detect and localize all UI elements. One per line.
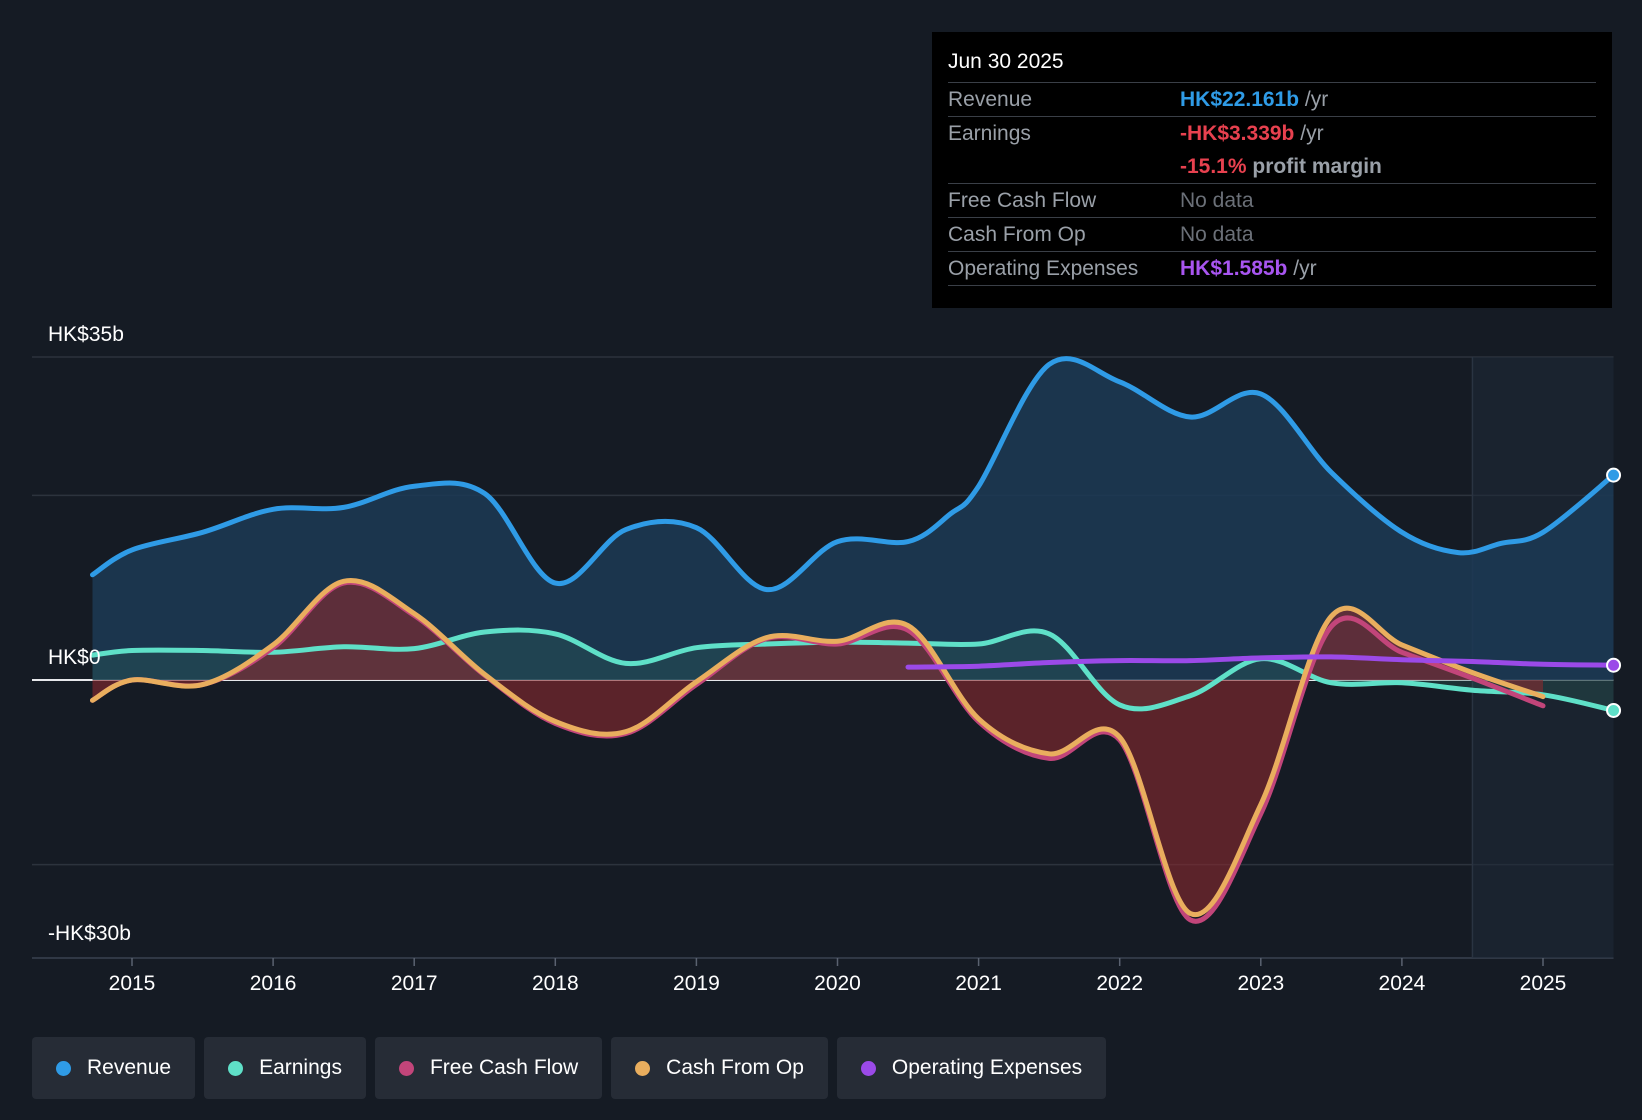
x-tick-label: 2020 (814, 972, 861, 995)
legend-item-earnings[interactable]: Earnings (204, 1037, 366, 1099)
cfo-area (92, 580, 1543, 915)
tooltip-margin-value: -15.1% (1180, 155, 1247, 178)
area-layer (92, 358, 1614, 915)
tooltip-earnings-unit: /yr (1300, 122, 1324, 145)
legend-earnings-label: Earnings (259, 1056, 342, 1079)
tooltip-margin-row: -15.1% profit margin (948, 150, 1596, 184)
tooltip-revenue-row: Revenue HK$22.161b /yr (948, 83, 1596, 116)
line-layer (90, 356, 1616, 924)
legend-item-revenue[interactable]: Revenue (32, 1037, 196, 1099)
tooltip-opex-row: Operating Expenses HK$1.585b /yr (948, 252, 1596, 286)
revenue-line (90, 356, 1616, 593)
legend-fcf-label: Free Cash Flow (429, 1056, 579, 1079)
x-tick-label: 2022 (1096, 972, 1143, 995)
tooltip-revenue-value: HK$22.161b (1180, 88, 1300, 111)
y-top-label: HK$35b (48, 323, 124, 346)
x-tick-label: 2021 (955, 972, 1002, 995)
fcf-dot-icon (398, 1060, 414, 1076)
y-bottom-label: -HK$30b (48, 922, 131, 945)
tooltip-opex-unit: /yr (1293, 257, 1317, 280)
legend-item-fcf[interactable]: Free Cash Flow (374, 1037, 603, 1099)
revenue-end-point (1606, 467, 1622, 483)
tooltip-earnings-value: -HK$3.339b (1180, 122, 1295, 145)
x-tick-label: 2016 (250, 972, 297, 995)
tooltip-earnings-label: Earnings (948, 122, 1031, 145)
tooltip-date: Jun 30 2025 (948, 46, 1596, 83)
x-tick-label: 2019 (673, 972, 720, 995)
tooltip-cfo-value: No data (1180, 223, 1254, 246)
cfo-line (90, 578, 1546, 918)
opex-line (905, 654, 1616, 670)
tooltip-fcf-label: Free Cash Flow (948, 189, 1097, 212)
tooltip-opex-label: Operating Expenses (948, 257, 1139, 280)
x-tick-label: 2017 (391, 972, 438, 995)
tooltip-opex-value: HK$1.585b (1180, 257, 1288, 280)
legend-item-opex[interactable]: Operating Expenses (836, 1037, 1107, 1099)
x-tick-label: 2025 (1520, 972, 1567, 995)
tooltip-fcf-value: No data (1180, 189, 1254, 212)
opex-dot-icon (860, 1060, 876, 1076)
dot-layer (1606, 467, 1622, 718)
x-tick-label: 2023 (1237, 972, 1284, 995)
legend-cfo-label: Cash From Op (666, 1056, 804, 1079)
legend-revenue-label: Revenue (87, 1056, 172, 1079)
x-tick-layer: 2015 2016 2017 2018 2019 2020 2021 2022 2023 2024… (109, 958, 1567, 995)
y-zero-label: HK$0 (48, 646, 101, 669)
tooltip-revenue-unit: /yr (1304, 88, 1329, 111)
tooltip-fcf-row: Free Cash Flow No data (948, 184, 1596, 218)
opex-end-point (1606, 657, 1622, 673)
tooltip-panel: Jun 30 2025 Revenue HK$22.161b /yr Earni… (932, 32, 1612, 308)
legend-item-cfo[interactable]: Cash From Op (611, 1037, 828, 1099)
revenue-dot-icon (56, 1060, 71, 1076)
x-tick-label: 2015 (109, 972, 156, 995)
earnings-dot-icon (228, 1060, 244, 1076)
cfo-dot-icon (635, 1060, 651, 1076)
tooltip-margin-suffix: profit margin (1252, 155, 1382, 178)
legend: Revenue Earnings Free Cash Flow Cash Fro… (32, 1037, 1115, 1099)
tooltip-cfo-label: Cash From Op (948, 223, 1086, 246)
tooltip-revenue-label: Revenue (948, 88, 1033, 111)
revenue-area (92, 358, 1614, 680)
tooltip-earnings-row: Earnings -HK$3.339b /yr (948, 117, 1596, 150)
legend-opex-label: Operating Expenses (891, 1056, 1083, 1079)
earnings-end-point (1606, 702, 1622, 718)
x-tick-label: 2018 (532, 972, 579, 995)
tooltip-cfo-row: Cash From Op No data (948, 218, 1596, 252)
x-tick-label: 2024 (1379, 972, 1426, 995)
